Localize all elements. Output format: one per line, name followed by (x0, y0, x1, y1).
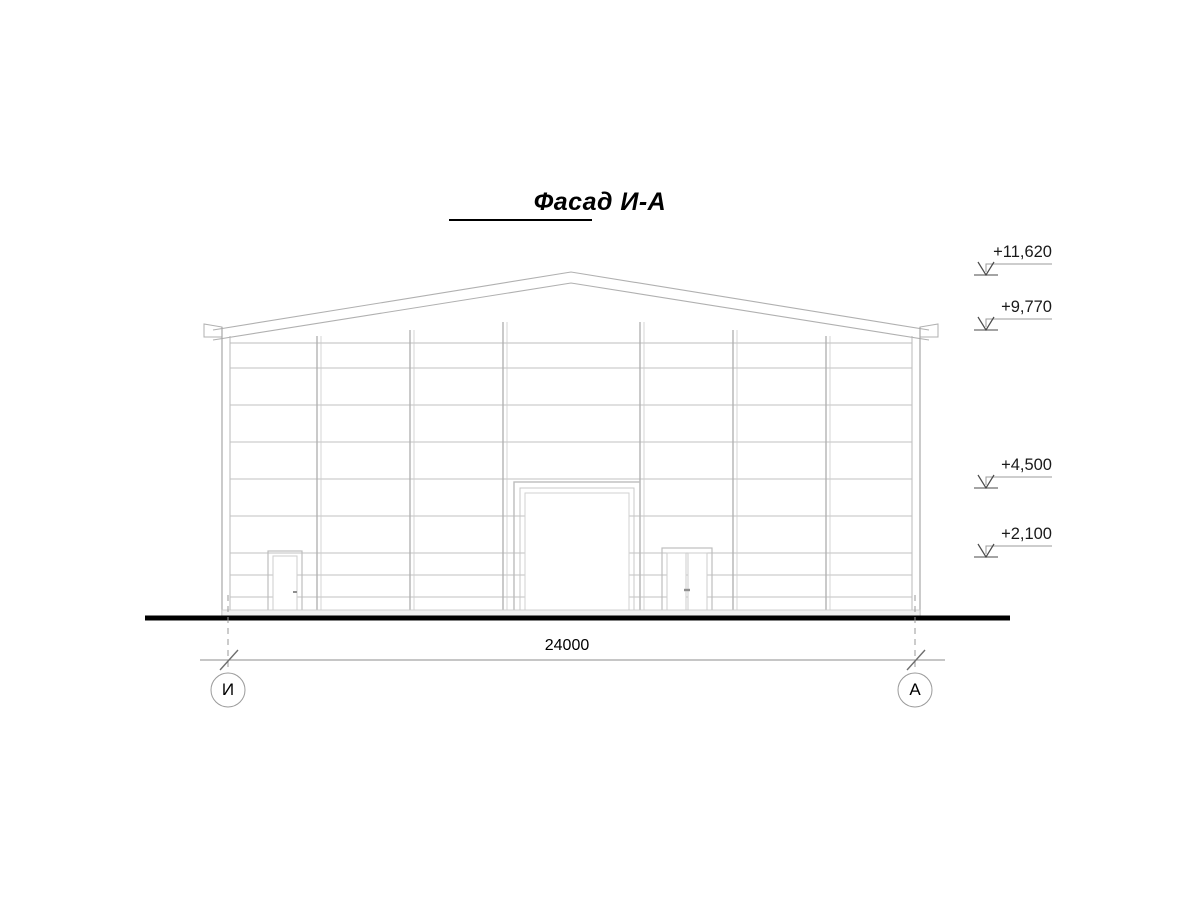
axis-bubble-a (897, 672, 933, 708)
axis-bubbles (210, 672, 933, 708)
level-leader-line (985, 476, 1052, 485)
axis-bubble-label-a: А (909, 680, 921, 699)
door-right-leaf-right (687, 552, 708, 619)
level-marker-9770 (974, 316, 1052, 332)
level-leader-line (985, 318, 1052, 327)
level-leader-line (985, 263, 1052, 272)
door-left-leaf (272, 555, 298, 619)
drawing-title-underline (449, 219, 592, 221)
door-right (661, 547, 713, 619)
dimension-tick-left (219, 649, 239, 671)
roof-ridge-lower-line (212, 282, 930, 341)
roof-ridge-upper-line (212, 271, 930, 331)
level-marker-11620 (974, 261, 1052, 277)
dimension-main (200, 649, 945, 671)
eave-right-overhang (919, 323, 939, 338)
level-label-4500: +4,500 (1001, 456, 1052, 474)
gate-main-leaf (524, 492, 630, 619)
level-marker-4500 (974, 474, 1052, 490)
door-left (267, 550, 303, 619)
level-label-2100: +2,100 (1001, 525, 1052, 543)
axis-extension-lines (227, 595, 916, 671)
dimension-main-label: 24000 (544, 637, 590, 654)
level-leader-line (985, 545, 1052, 554)
axis-bubble-i (210, 672, 246, 708)
level-marker-2100 (974, 543, 1052, 559)
column-lines (316, 322, 827, 618)
level-markers (974, 261, 1052, 559)
column-lines-secondary (320, 322, 831, 618)
building-envelope (203, 271, 939, 618)
ground-assembly (145, 609, 1010, 621)
door-right-leaf-left (666, 552, 687, 619)
level-label-9770: +9,770 (1001, 298, 1052, 316)
level-label-11620: +11,620 (993, 243, 1052, 261)
dimension-tick-right (906, 649, 926, 671)
gate-main (513, 481, 641, 619)
eave-left-overhang (203, 323, 223, 338)
axis-bubble-label-i: И (221, 680, 235, 699)
drawing-title: Фасад И-А (533, 188, 667, 216)
